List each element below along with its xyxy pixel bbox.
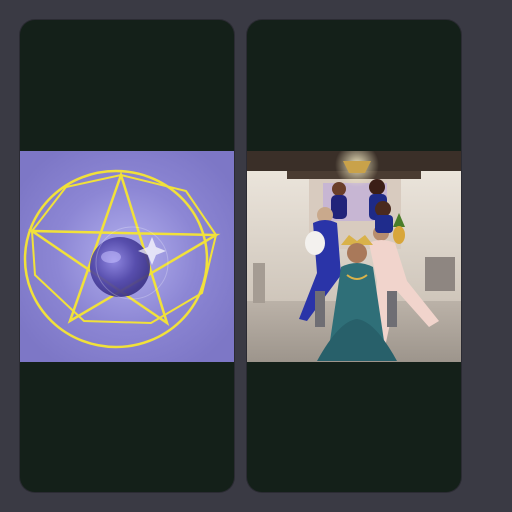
- pentagram-star: [27, 171, 221, 327]
- heptagon-shape: [30, 173, 218, 325]
- left-stand: [253, 263, 265, 303]
- person-top-left: [331, 182, 347, 219]
- pentagram-card[interactable]: [20, 20, 234, 492]
- orb-glow-ring: [95, 226, 169, 300]
- person-center-seated: [317, 235, 397, 361]
- throne-right-arm: [387, 291, 397, 327]
- orb-highlight: [101, 251, 121, 263]
- pentagram-image[interactable]: [20, 151, 234, 362]
- orb: [90, 237, 150, 297]
- side-cabinet: [425, 257, 455, 291]
- person-left: [299, 207, 341, 321]
- group-photo[interactable]: [247, 151, 461, 362]
- orb-sparkle: [138, 237, 166, 265]
- chandelier: [343, 161, 371, 173]
- throne-left-arm: [315, 291, 325, 327]
- group-photo-card[interactable]: [247, 20, 461, 492]
- outer-circle: [23, 169, 209, 349]
- person-right-back: [375, 201, 393, 233]
